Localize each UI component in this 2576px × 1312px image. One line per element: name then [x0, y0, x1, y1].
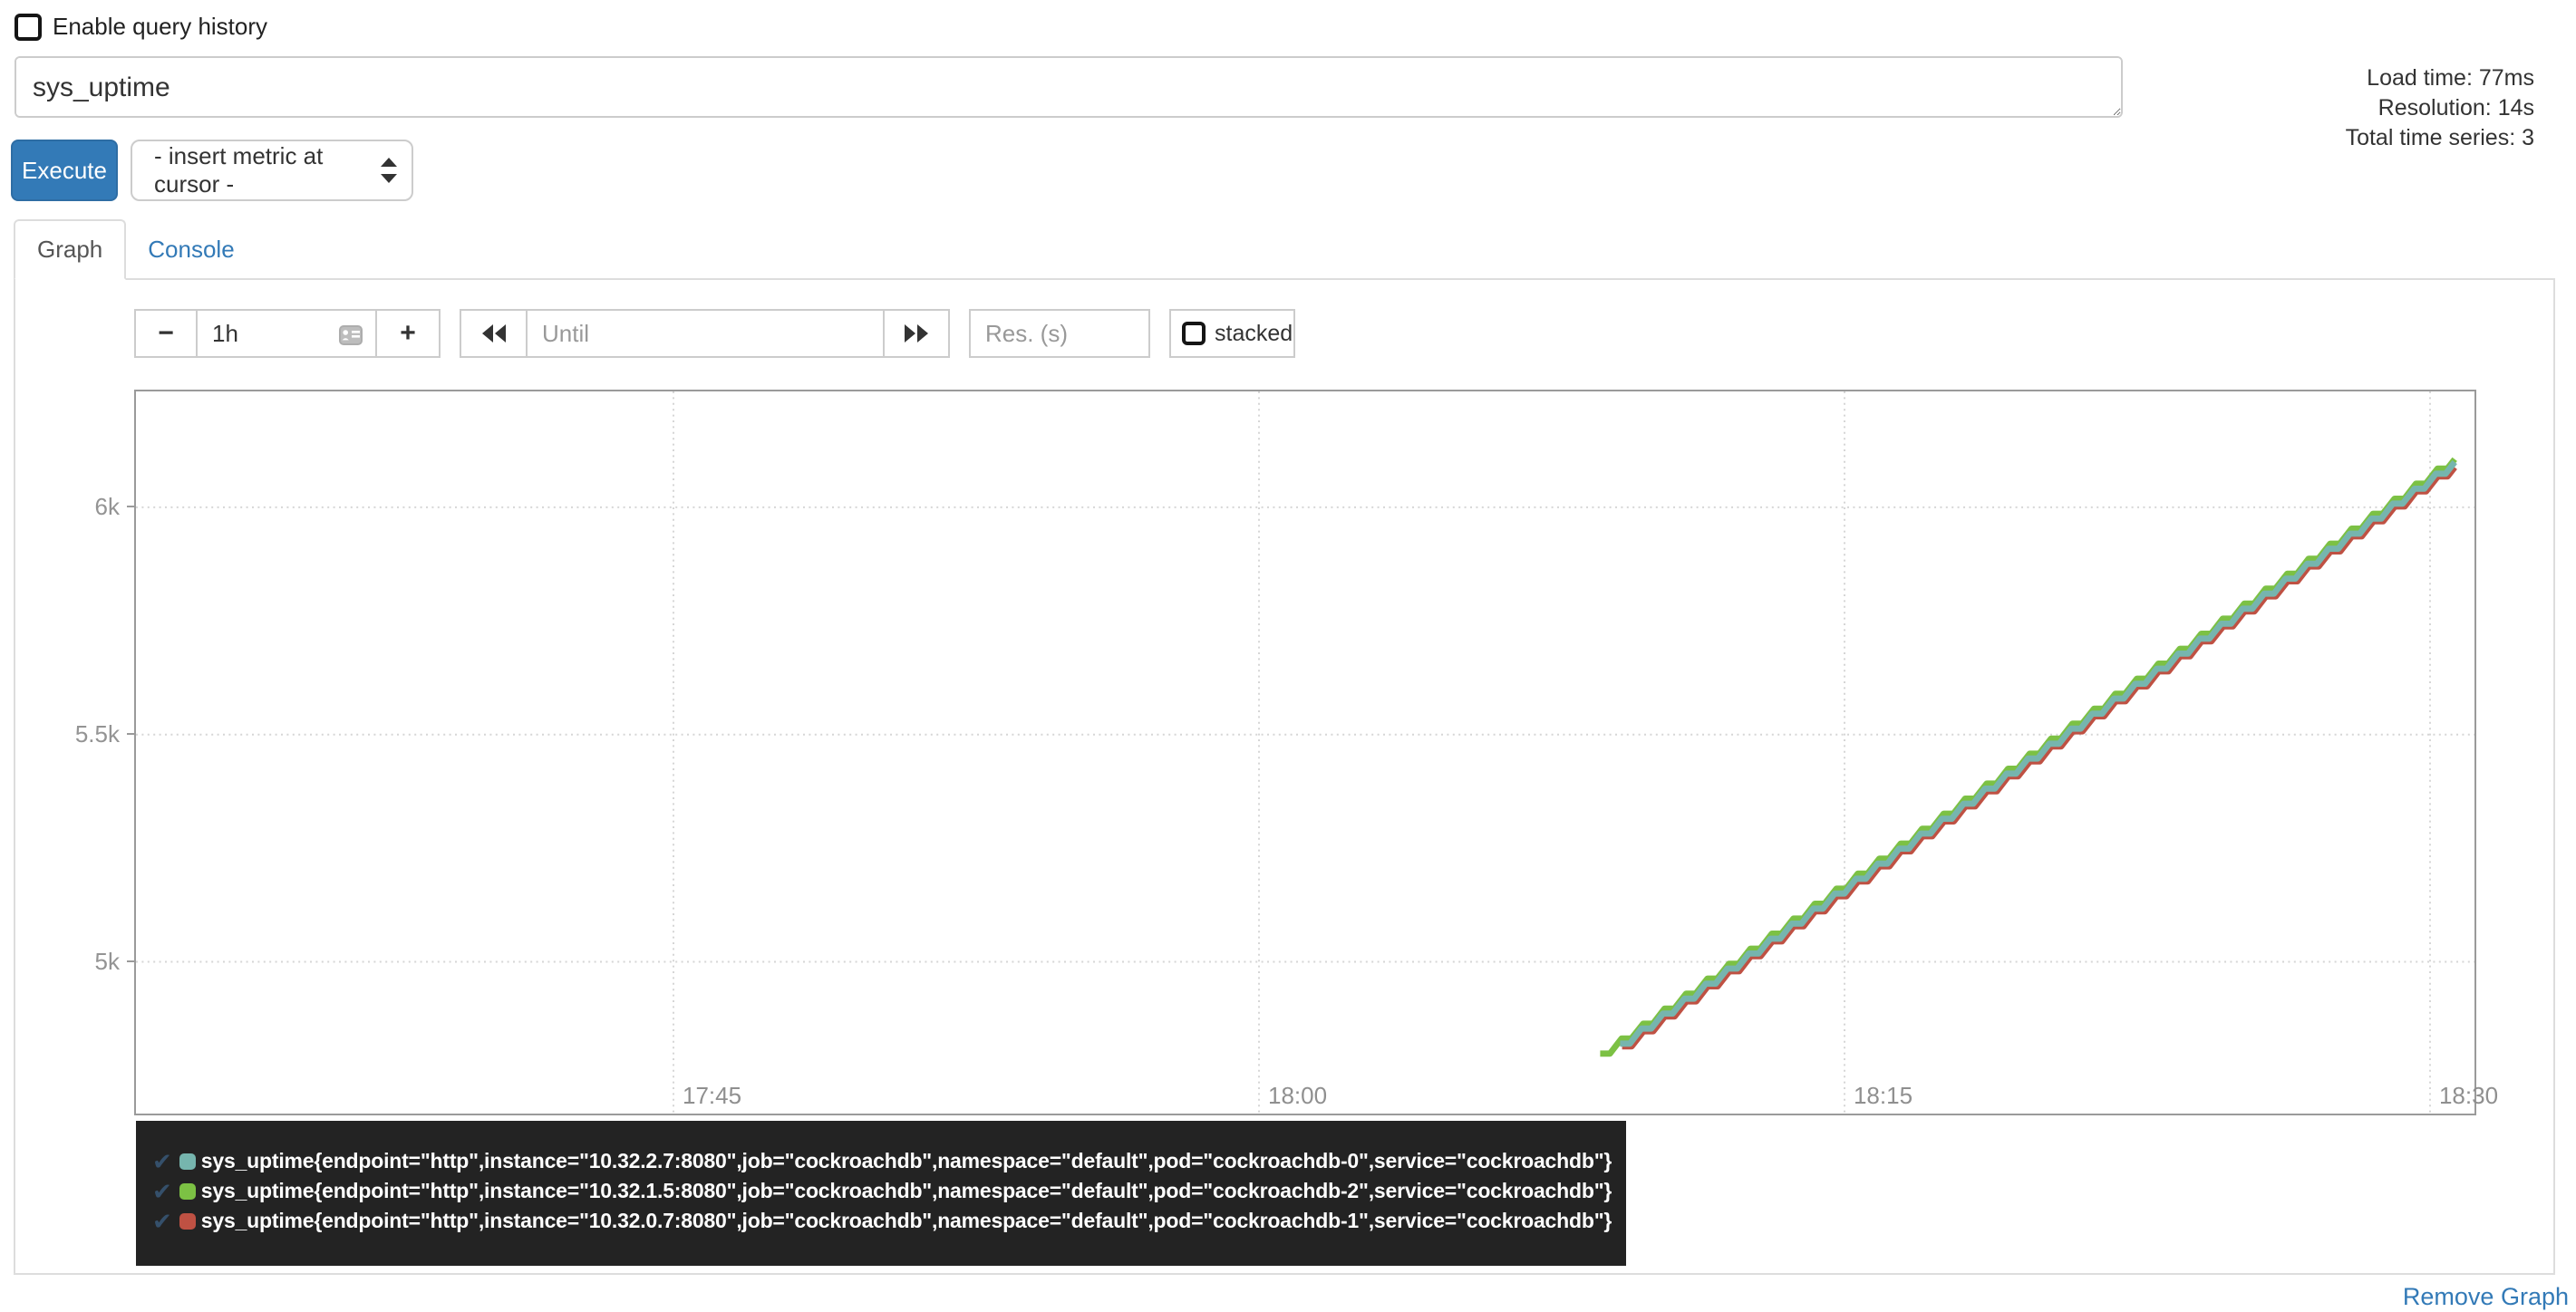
stacked-toggle[interactable]: stacked: [1169, 309, 1295, 358]
insert-metric-dropdown-label: - insert metric at cursor -: [154, 142, 324, 198]
x-tick-label: 17:45: [683, 1082, 742, 1109]
range-input[interactable]: 1h: [196, 309, 377, 358]
time-shift-group: Until: [460, 309, 950, 358]
x-tick-label: 18:30: [2438, 1082, 2499, 1109]
range-value: 1h: [212, 319, 238, 347]
x-tick-label: 18:15: [1853, 1082, 1913, 1109]
legend-item[interactable]: ✔ sys_uptime{endpoint="http",instance="10…: [152, 1206, 1626, 1236]
legend-swatch: [179, 1153, 196, 1170]
stacked-label: stacked: [1215, 320, 1293, 346]
execute-button[interactable]: Execute: [11, 140, 118, 201]
range-decrease-button[interactable]: −: [134, 309, 198, 358]
tab-console[interactable]: Console: [148, 236, 235, 263]
y-tick-mark: [127, 960, 136, 962]
resolution-stat: Resolution: 14s: [2377, 95, 2534, 121]
tab-bar: Graph Console: [14, 219, 2555, 280]
y-tick-label: 5.5k: [74, 719, 120, 748]
stacked-checkbox[interactable]: [1182, 322, 1206, 345]
legend-label: sys_uptime{endpoint="http",instance="10.…: [200, 1209, 1612, 1232]
graph-controls: − 1h + Until Res. (s): [134, 309, 1295, 358]
graph-panel: [14, 279, 2555, 1275]
series-line: [1620, 459, 2457, 1047]
query-stats: Load time: 77ms Resolution: 14s Total ti…: [2346, 63, 2534, 153]
legend-label: sys_uptime{endpoint="http",instance="10.…: [200, 1179, 1612, 1202]
y-tick-label: 6k: [94, 492, 120, 520]
legend-check-icon: ✔: [152, 1177, 172, 1205]
legend-swatch: [179, 1182, 196, 1200]
total-series-stat: Total time series: 3: [2345, 125, 2534, 150]
legend-item[interactable]: ✔ sys_uptime{endpoint="http",instance="10…: [152, 1176, 1626, 1206]
enable-query-history-label: Enable query history: [53, 13, 268, 40]
legend-check-icon: ✔: [152, 1207, 172, 1235]
y-tick-mark: [127, 505, 136, 507]
until-input[interactable]: Until: [526, 309, 885, 358]
tab-graph[interactable]: Graph: [14, 219, 127, 280]
load-time-stat: Load time: 77ms: [2367, 65, 2534, 91]
chart-area: 6k 5.5k 5k 17:45 18:00 18:15 18:30: [0, 390, 2576, 1115]
series-legend: ✔ sys_uptime{endpoint="http",instance="10…: [136, 1121, 1626, 1266]
remove-graph-link[interactable]: Remove Graph: [2402, 1283, 2569, 1310]
fast-forward-icon: [905, 324, 928, 342]
dropdown-updown-icon: [381, 158, 397, 183]
resolution-input[interactable]: Res. (s): [969, 309, 1150, 358]
query-history-row: Enable query history: [15, 13, 267, 41]
series-line: [1622, 465, 2457, 1050]
legend-item[interactable]: ✔ sys_uptime{endpoint="http",instance="10…: [152, 1146, 1626, 1176]
shift-back-button[interactable]: [460, 309, 528, 358]
until-placeholder: Until: [542, 319, 590, 347]
range-increase-button[interactable]: +: [375, 309, 441, 358]
insert-metric-dropdown[interactable]: - insert metric at cursor -: [131, 140, 413, 201]
y-tick-label: 5k: [94, 947, 120, 975]
minus-icon: −: [158, 318, 174, 348]
enable-query-history-checkbox[interactable]: [15, 13, 42, 41]
x-tick-label: 18:00: [1267, 1082, 1328, 1109]
query-expression-input[interactable]: sys_uptime: [15, 56, 2123, 118]
plot-region[interactable]: 17:45 18:00 18:15 18:30: [134, 390, 2498, 1115]
range-input-group: − 1h +: [134, 309, 441, 358]
resolution-placeholder: Res. (s): [985, 319, 1068, 347]
y-tick-mark: [127, 732, 136, 735]
legend-label: sys_uptime{endpoint="http",instance="10.…: [200, 1149, 1612, 1172]
legend-check-icon: ✔: [152, 1147, 172, 1175]
shift-forward-button[interactable]: [883, 309, 950, 358]
plus-icon: +: [400, 318, 416, 348]
rewind-icon: [481, 324, 506, 342]
datepicker-icon[interactable]: [339, 323, 363, 352]
legend-swatch: [179, 1212, 196, 1230]
time-series-plot: [136, 391, 2474, 1114]
